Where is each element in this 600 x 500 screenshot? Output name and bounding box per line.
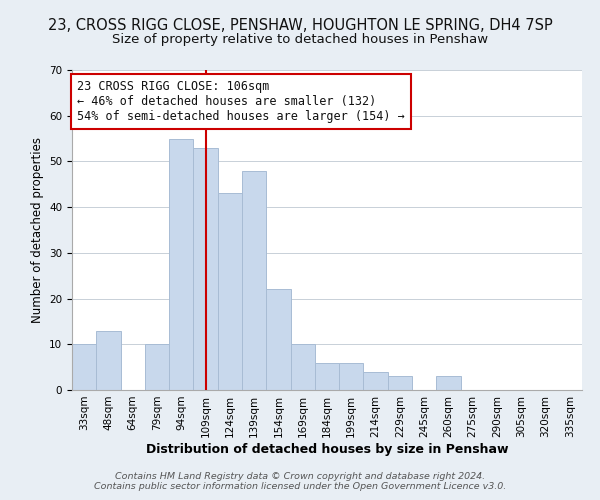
Bar bbox=[315, 362, 339, 390]
Bar bbox=[169, 138, 193, 390]
Bar bbox=[290, 344, 315, 390]
Bar bbox=[72, 344, 96, 390]
Bar bbox=[364, 372, 388, 390]
Text: Contains public sector information licensed under the Open Government Licence v3: Contains public sector information licen… bbox=[94, 482, 506, 491]
X-axis label: Distribution of detached houses by size in Penshaw: Distribution of detached houses by size … bbox=[146, 442, 508, 456]
Bar bbox=[145, 344, 169, 390]
Y-axis label: Number of detached properties: Number of detached properties bbox=[31, 137, 44, 323]
Text: 23, CROSS RIGG CLOSE, PENSHAW, HOUGHTON LE SPRING, DH4 7SP: 23, CROSS RIGG CLOSE, PENSHAW, HOUGHTON … bbox=[47, 18, 553, 32]
Bar bbox=[218, 194, 242, 390]
Text: Size of property relative to detached houses in Penshaw: Size of property relative to detached ho… bbox=[112, 32, 488, 46]
Text: 23 CROSS RIGG CLOSE: 106sqm
← 46% of detached houses are smaller (132)
54% of se: 23 CROSS RIGG CLOSE: 106sqm ← 46% of det… bbox=[77, 80, 405, 122]
Bar bbox=[339, 362, 364, 390]
Text: Contains HM Land Registry data © Crown copyright and database right 2024.: Contains HM Land Registry data © Crown c… bbox=[115, 472, 485, 481]
Bar bbox=[266, 290, 290, 390]
Bar bbox=[388, 376, 412, 390]
Bar bbox=[242, 170, 266, 390]
Bar bbox=[193, 148, 218, 390]
Bar bbox=[436, 376, 461, 390]
Bar bbox=[96, 330, 121, 390]
